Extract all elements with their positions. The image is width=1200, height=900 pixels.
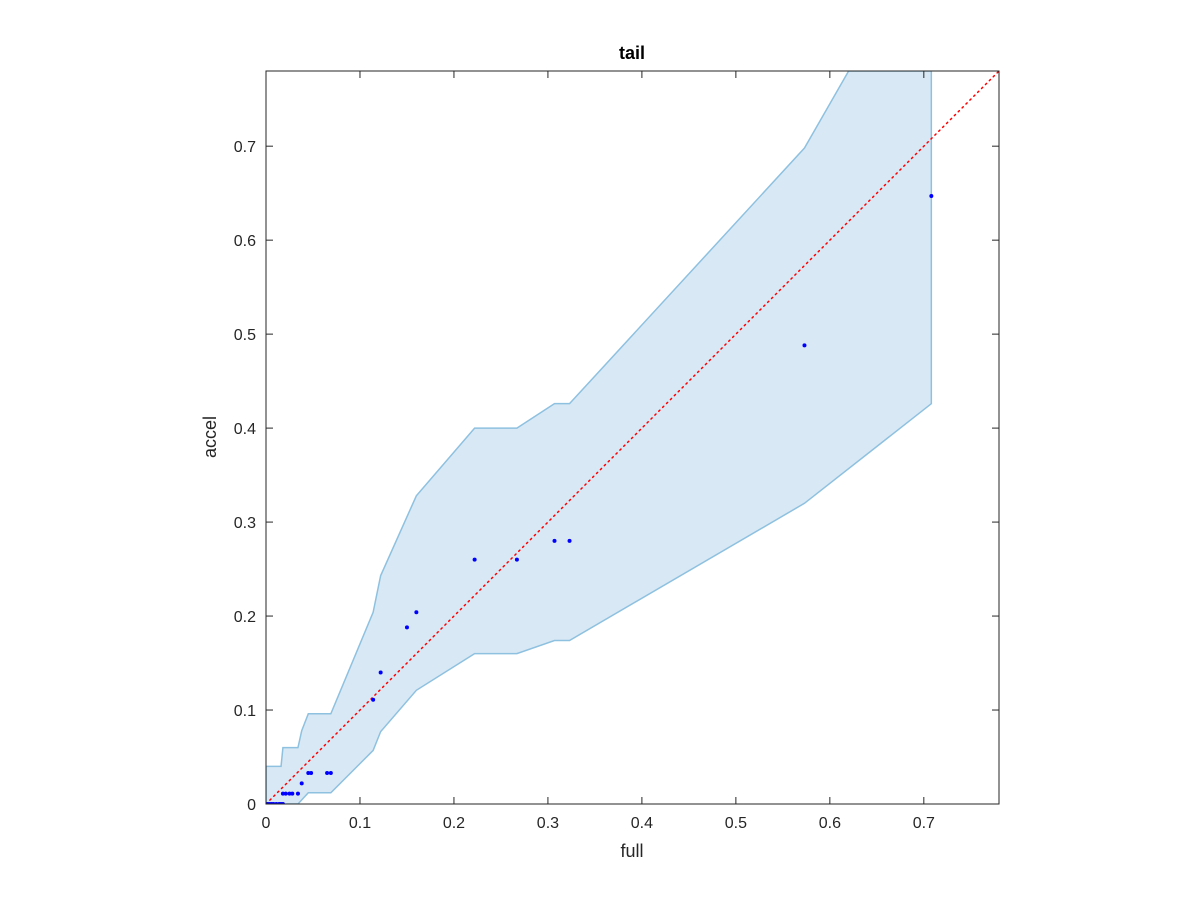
data-point xyxy=(295,791,300,796)
y-tick-label: 0.5 xyxy=(234,327,256,344)
y-tick-label: 0.7 xyxy=(234,139,256,156)
data-point xyxy=(929,193,934,198)
y-tick-label: 0.4 xyxy=(234,421,256,438)
data-point xyxy=(328,770,333,775)
data-point xyxy=(802,343,807,348)
data-point xyxy=(514,557,519,562)
y-tick-label: 0.1 xyxy=(234,703,256,720)
x-tick-label: 0.3 xyxy=(537,815,559,832)
x-tick-label: 0.5 xyxy=(725,815,747,832)
x-tick-label: 0.2 xyxy=(443,815,465,832)
data-point xyxy=(283,791,288,796)
data-point xyxy=(552,538,557,543)
data-point xyxy=(414,610,419,615)
x-tick-label: 0 xyxy=(262,815,271,832)
y-axis-ticks: 0 0.1 0.2 0.3 0.4 0.5 0.6 0.7 xyxy=(234,139,999,814)
confidence-band xyxy=(266,71,933,804)
x-axis-label: full xyxy=(620,841,643,861)
axes-box xyxy=(265,70,1000,805)
data-point xyxy=(378,670,383,675)
data-point xyxy=(472,557,477,562)
x-axis-ticks: 0 0.1 0.2 0.3 0.4 0.5 0.6 0.7 xyxy=(262,71,935,832)
x-tick-label: 0.7 xyxy=(913,815,935,832)
data-point xyxy=(306,770,311,775)
data-point xyxy=(404,625,409,630)
x-tick-label: 0.1 xyxy=(349,815,371,832)
data-point xyxy=(290,791,295,796)
data-point xyxy=(567,538,572,543)
data-point xyxy=(287,791,292,796)
data-point xyxy=(280,791,285,796)
y-axis-label: accel xyxy=(200,416,220,458)
data-point xyxy=(325,770,330,775)
y-tick-label: 0.6 xyxy=(234,233,256,250)
y-tick-label: 0.3 xyxy=(234,515,256,532)
data-point xyxy=(309,770,314,775)
identity-diagonal-line xyxy=(266,71,999,804)
plot-area: 0 0.1 0.2 0.3 0.4 0.5 0.6 0.7 00.10.20.30.40.50… xyxy=(234,70,1000,832)
y-tick-label: 0 xyxy=(247,797,256,814)
x-tick-label: 0.4 xyxy=(631,815,653,832)
x-tick-label: 0.6 xyxy=(819,815,841,832)
data-point xyxy=(371,697,376,702)
chart-title: tail xyxy=(619,43,645,63)
y-tick-label: 0.2 xyxy=(234,609,256,626)
data-point xyxy=(299,781,304,786)
